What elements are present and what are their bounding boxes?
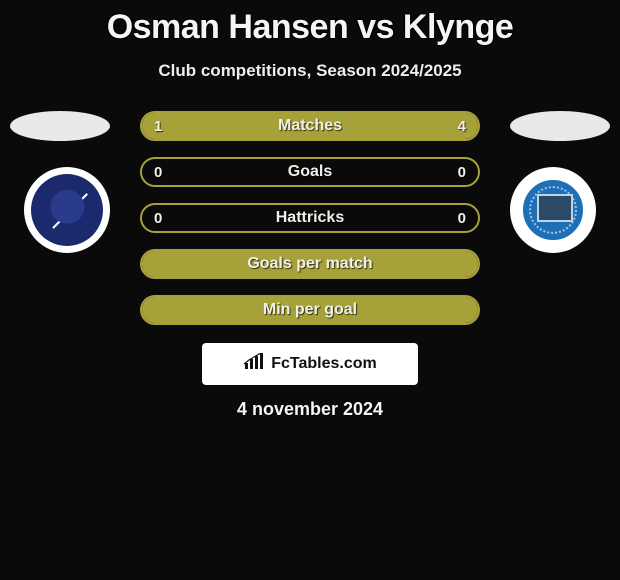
stat-label: Matches	[142, 113, 478, 139]
stat-label: Goals	[142, 159, 478, 185]
comparison-card: Osman Hansen vs Klynge Club competitions…	[0, 0, 620, 420]
stat-bar: Goals per match	[140, 249, 480, 279]
stat-label: Goals per match	[142, 251, 478, 277]
stats-area: 14Matches 00Goals 00Hattricks Goals per mat…	[0, 111, 620, 325]
stat-bars: 14Matches 00Goals 00Hattricks Goals per mat…	[140, 111, 480, 325]
stat-bar: 00Hattricks	[140, 203, 480, 233]
club-badge-right	[510, 167, 596, 253]
player-left-pill	[10, 111, 110, 141]
brand-text: FcTables.com	[271, 355, 377, 373]
page-title: Osman Hansen vs Klynge	[0, 8, 620, 47]
club-crest-left-icon	[31, 174, 103, 246]
club-badge-left	[24, 167, 110, 253]
club-crest-right-icon	[517, 174, 589, 246]
stat-bar: 14Matches	[140, 111, 480, 141]
stat-bar: Min per goal	[140, 295, 480, 325]
page-subtitle: Club competitions, Season 2024/2025	[0, 61, 620, 81]
player-right-pill	[510, 111, 610, 141]
brand-box[interactable]: FcTables.com	[202, 343, 418, 385]
date-line: 4 november 2024	[0, 399, 620, 420]
stat-bar: 00Goals	[140, 157, 480, 187]
bar-chart-icon	[243, 353, 265, 376]
stat-label: Min per goal	[142, 297, 478, 323]
stat-label: Hattricks	[142, 205, 478, 231]
